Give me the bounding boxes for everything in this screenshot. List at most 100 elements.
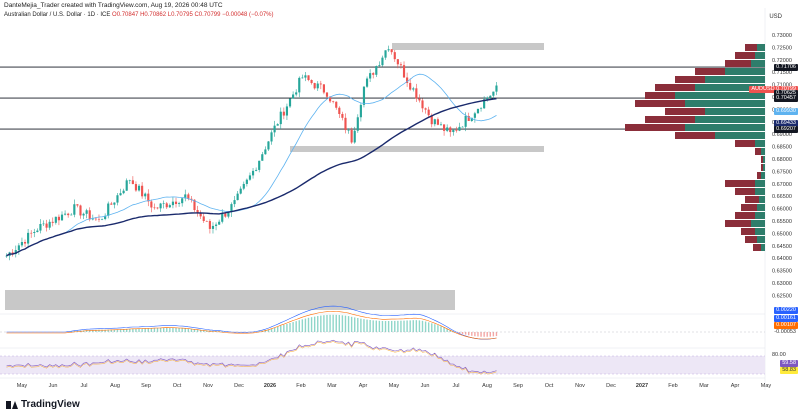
volume-profile-bar bbox=[757, 204, 765, 211]
candle-body bbox=[104, 215, 107, 219]
volume-profile-bar bbox=[635, 100, 685, 107]
time-axis-label: Feb bbox=[296, 383, 305, 389]
volume-profile-bar bbox=[755, 228, 765, 235]
candle-body bbox=[178, 203, 181, 204]
candle-body bbox=[30, 232, 33, 234]
candle-body bbox=[88, 210, 91, 220]
slow-moving-average bbox=[6, 98, 497, 257]
symbol-name[interactable]: Australian Dollar / U.S. Dollar · 1D · I… bbox=[4, 12, 111, 18]
candle-body bbox=[341, 114, 344, 118]
currency-label[interactable]: USD bbox=[769, 14, 782, 20]
time-axis-label: Nov bbox=[575, 383, 585, 389]
volume-profile-bar bbox=[761, 172, 765, 179]
candle-body bbox=[455, 129, 458, 131]
candle-body bbox=[5, 255, 8, 257]
volume-profile-bar bbox=[741, 228, 755, 235]
price-axis-label: 0.67500 bbox=[772, 169, 792, 175]
candle-body bbox=[332, 101, 335, 102]
candle-body bbox=[27, 232, 30, 244]
volume-profile-bar bbox=[715, 132, 765, 139]
candle-body bbox=[270, 132, 273, 142]
candle-body bbox=[171, 201, 175, 206]
volume-profile-bar bbox=[757, 44, 765, 51]
candle-body bbox=[23, 242, 27, 244]
price-axis-label: 0.66500 bbox=[772, 194, 792, 200]
candle-body bbox=[218, 221, 221, 225]
price-axis-label: 0.66000 bbox=[772, 207, 792, 213]
tradingview-logo[interactable]: TradingView bbox=[6, 399, 80, 410]
candle-body bbox=[424, 108, 427, 110]
candle-body bbox=[316, 83, 319, 89]
candle-body bbox=[239, 188, 242, 194]
candle-body bbox=[479, 108, 483, 109]
volume-profile-bar bbox=[645, 92, 675, 99]
candle-body bbox=[415, 88, 418, 99]
candle-body bbox=[418, 98, 421, 101]
candle-body bbox=[285, 106, 289, 116]
tradingview-icon bbox=[6, 400, 18, 409]
price-axis-label: 0.68000 bbox=[772, 157, 792, 163]
volume-profile-bar bbox=[725, 68, 765, 75]
candle-body bbox=[338, 107, 341, 115]
rsi-signal-line bbox=[6, 341, 497, 375]
symbol-legend[interactable]: Australian Dollar / U.S. Dollar · 1D · I… bbox=[4, 12, 274, 18]
time-axis-label: Jun bbox=[421, 383, 430, 389]
time-axis-label: May bbox=[761, 383, 772, 389]
candle-body bbox=[467, 115, 470, 121]
volume-profile-bar bbox=[685, 124, 765, 131]
volume-profile-bar bbox=[755, 180, 765, 187]
volume-profile-bar bbox=[763, 164, 765, 171]
candle-body bbox=[159, 203, 162, 209]
candle-body bbox=[141, 185, 144, 197]
candle-body bbox=[461, 126, 464, 128]
candle-body bbox=[298, 77, 301, 93]
price-tag: 0.69433 bbox=[774, 119, 798, 127]
volume-profile-bar bbox=[675, 92, 765, 99]
candle-body bbox=[251, 170, 255, 176]
candle-body bbox=[221, 213, 224, 222]
candle-body bbox=[42, 223, 45, 225]
time-axis-label: Feb bbox=[668, 383, 677, 389]
volume-profile-bar bbox=[745, 196, 759, 203]
candle-body bbox=[150, 201, 153, 208]
time-axis-label: Nov bbox=[203, 383, 213, 389]
candle-body bbox=[147, 193, 150, 202]
price-tag: 0.69207 bbox=[774, 125, 798, 133]
price-axis-label: 0.62500 bbox=[772, 293, 792, 299]
volume-profile-bar bbox=[725, 220, 751, 227]
candle-body bbox=[369, 73, 372, 79]
candle-body bbox=[365, 78, 369, 87]
candle-body bbox=[421, 100, 424, 109]
candle-body bbox=[116, 195, 119, 203]
candle-body bbox=[193, 199, 196, 211]
candle-body bbox=[476, 108, 480, 114]
price-axis-label: 0.64000 bbox=[772, 256, 792, 262]
volume-profile-bar bbox=[655, 84, 695, 91]
candle-body bbox=[473, 113, 476, 118]
lower-zone bbox=[5, 290, 455, 310]
candle-body bbox=[248, 175, 252, 180]
candle-body bbox=[427, 109, 430, 116]
candle-body bbox=[399, 64, 403, 66]
price-axis-label: 0.69000 bbox=[772, 132, 792, 138]
time-axis-label: May bbox=[389, 383, 400, 389]
candle-body bbox=[20, 242, 24, 246]
time-axis-label: Jul bbox=[452, 383, 459, 389]
candle-body bbox=[276, 124, 279, 126]
candle-body bbox=[236, 193, 239, 201]
candle-body bbox=[390, 49, 393, 53]
price-axis-label: 0.64500 bbox=[772, 244, 792, 250]
volume-profile-bar bbox=[755, 148, 761, 155]
volume-profile-bar bbox=[675, 132, 715, 139]
candle-body bbox=[51, 221, 54, 223]
candle-body bbox=[282, 111, 285, 116]
candle-body bbox=[492, 91, 495, 96]
candle-body bbox=[292, 94, 295, 99]
volume-profile-bar bbox=[735, 52, 755, 59]
candle-body bbox=[375, 66, 378, 75]
time-axis-label: Sep bbox=[141, 383, 151, 389]
macd-signal-line bbox=[6, 311, 497, 340]
candle-body bbox=[91, 218, 94, 220]
candle-body bbox=[402, 65, 406, 78]
